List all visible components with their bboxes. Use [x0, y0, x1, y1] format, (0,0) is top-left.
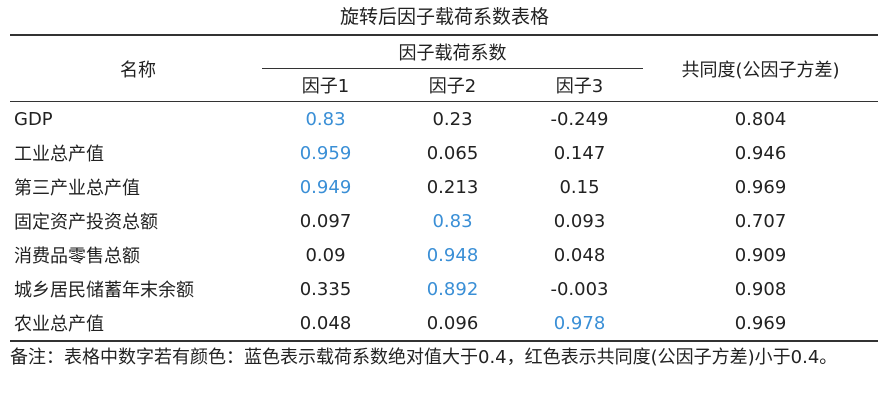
- cell-factor-1: 0.097: [299, 210, 352, 232]
- cell-factor-1: 0.959: [299, 142, 352, 164]
- table-row: GDP 0.83 0.23 -0.249 0.804: [10, 102, 878, 137]
- table-title: 旋转后因子载荷系数表格: [339, 6, 549, 28]
- cell-communality: 0.909: [734, 244, 787, 266]
- cell-factor-2: 0.213: [426, 176, 479, 198]
- cell-factor-1: 0.335: [299, 278, 352, 300]
- cell-factor-2: 0.892: [426, 278, 479, 300]
- cell-factor-2: 0.096: [389, 306, 516, 342]
- header-factor-group: 因子载荷系数: [262, 35, 643, 69]
- table-row: 固定资产投资总额 0.097 0.83 0.093 0.707: [10, 204, 878, 238]
- cell-factor-3: 0.093: [553, 210, 606, 232]
- cell-factor-1: 0.83: [305, 108, 346, 130]
- header-factor-1: 因子1: [262, 68, 389, 102]
- cell-communality: 0.804: [734, 108, 787, 130]
- table-row: 工业总产值 0.959 0.065 0.147 0.946: [10, 136, 878, 170]
- factor-loading-table: 名称 因子载荷系数 共同度(公因子方差) 因子1 因子2 因子3 GDP 0.8…: [10, 34, 878, 342]
- row-name: 第三产业总产值: [14, 178, 140, 199]
- cell-communality: 0.908: [734, 278, 787, 300]
- row-name: 农业总产值: [10, 306, 262, 342]
- cell-factor-2: 0.948: [426, 244, 479, 266]
- cell-factor-3: 0.978: [516, 306, 643, 342]
- cell-factor-3: -0.003: [550, 278, 609, 300]
- cell-communality: 0.969: [643, 306, 878, 342]
- row-name: 城乡居民储蓄年末余额: [14, 280, 194, 301]
- table-row: 农业总产值 0.048 0.096 0.978 0.969: [10, 306, 878, 342]
- table-row: 消费品零售总额 0.09 0.948 0.048 0.909: [10, 238, 878, 272]
- table-row: 城乡居民储蓄年末余额 0.335 0.892 -0.003 0.908: [10, 272, 878, 306]
- cell-communality: 0.707: [734, 210, 787, 232]
- header-factor-2: 因子2: [389, 68, 516, 102]
- cell-factor-2: 0.23: [432, 108, 473, 130]
- cell-factor-2: 0.83: [432, 210, 473, 232]
- cell-factor-3: 0.048: [553, 244, 606, 266]
- cell-factor-1: 0.949: [299, 176, 352, 198]
- table-row: 第三产业总产值 0.949 0.213 0.15 0.969: [10, 170, 878, 204]
- cell-factor-3: -0.249: [550, 108, 609, 130]
- cell-factor-3: 0.15: [559, 176, 600, 198]
- row-name: 固定资产投资总额: [14, 212, 158, 233]
- cell-factor-3: 0.147: [553, 142, 606, 164]
- cell-factor-1: 0.048: [262, 306, 389, 342]
- row-name: 工业总产值: [14, 144, 104, 165]
- row-name: 消费品零售总额: [14, 246, 140, 267]
- header-factor-3: 因子3: [516, 68, 643, 102]
- cell-factor-1: 0.09: [305, 244, 346, 266]
- table-note: 备注：表格中数字若有颜色：蓝色表示载荷系数绝对值大于0.4，红色表示共同度(公因…: [10, 347, 838, 368]
- header-communality: 共同度(公因子方差): [643, 35, 878, 102]
- cell-factor-2: 0.065: [426, 142, 479, 164]
- row-name: GDP: [14, 108, 53, 130]
- cell-communality: 0.969: [734, 176, 787, 198]
- cell-communality: 0.946: [734, 142, 787, 164]
- header-name: 名称: [10, 35, 262, 102]
